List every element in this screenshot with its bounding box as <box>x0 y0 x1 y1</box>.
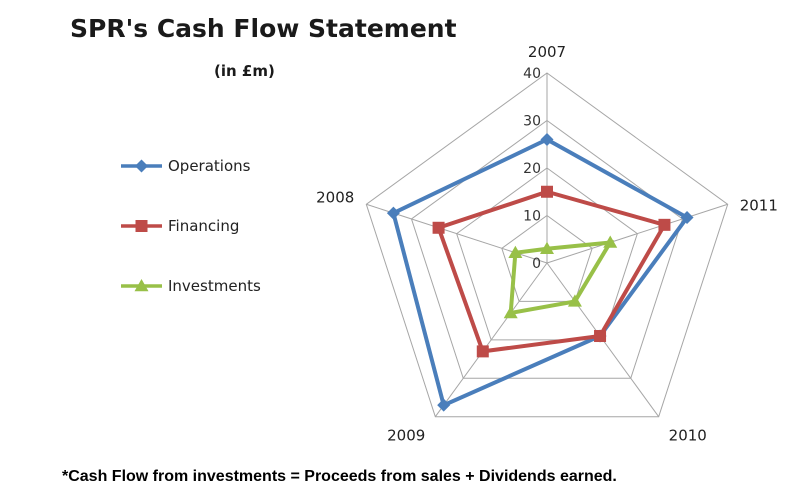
grid-ring <box>365 72 729 418</box>
tick-label: 20 <box>523 161 541 177</box>
data-point <box>594 330 607 343</box>
data-point <box>386 206 400 220</box>
category-label: 2008 <box>316 188 354 206</box>
radar-series <box>386 133 694 412</box>
category-label: 2007 <box>528 43 566 61</box>
tick-label: 30 <box>523 114 541 130</box>
legend: Operations Financing Investments <box>121 157 261 295</box>
grid-ring <box>501 214 593 302</box>
radar-labels: 0 10 20 30 40 2007 2011 2010 2009 2008 <box>316 43 778 445</box>
chart-title: SPR's Cash Flow Statement <box>70 14 457 43</box>
legend-marker <box>134 279 149 292</box>
series-line <box>391 137 690 408</box>
tick-label: 10 <box>523 209 541 225</box>
tick-label: 40 <box>523 66 541 82</box>
data-point <box>567 294 582 307</box>
data-point <box>432 221 445 234</box>
series-line <box>436 189 668 354</box>
legend-marker <box>135 159 148 173</box>
legend-label: Investments <box>168 277 261 295</box>
data-point <box>540 241 554 254</box>
data-point <box>508 245 523 258</box>
category-label: 2011 <box>740 196 778 214</box>
data-point <box>603 235 618 248</box>
legend-label: Operations <box>168 157 251 175</box>
footnote: *Cash Flow from investments = Proceeds f… <box>62 468 617 485</box>
data-point <box>541 185 553 198</box>
radar-chart: 0 10 20 30 40 2007 2011 2010 2009 2008 Operations… <box>121 43 778 445</box>
legend-marker <box>135 220 148 232</box>
category-label: 2009 <box>387 427 425 445</box>
grid-spoke <box>434 262 548 418</box>
legend-label: Financing <box>168 217 239 235</box>
data-point <box>503 305 518 319</box>
data-point <box>437 398 451 412</box>
grid-spoke <box>546 203 728 264</box>
category-label: 2010 <box>669 427 707 445</box>
chart-subtitle: (in £m) <box>214 62 275 80</box>
data-point <box>658 218 671 231</box>
series-line <box>508 240 615 316</box>
data-point <box>540 133 554 146</box>
data-point <box>680 210 694 224</box>
data-point <box>476 345 489 358</box>
tick-label: 0 <box>532 256 541 272</box>
grid-ring <box>456 167 638 341</box>
